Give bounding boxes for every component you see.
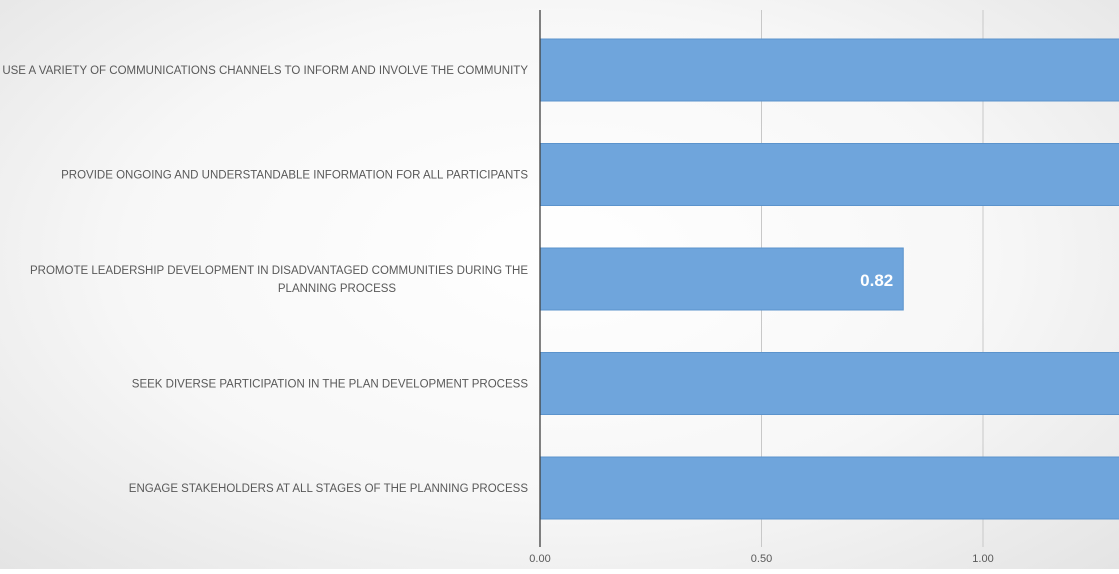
bar	[540, 248, 903, 310]
category-label-line: USE A VARIETY OF COMMUNICATIONS CHANNELS…	[2, 65, 528, 77]
category-labels: USE A VARIETY OF COMMUNICATIONS CHANNELS…	[2, 65, 528, 495]
category-label: PROMOTE LEADERSHIP DEVELOPMENT IN DISADV…	[30, 265, 528, 295]
category-label-line: PROMOTE LEADERSHIP DEVELOPMENT IN DISADV…	[30, 265, 528, 277]
category-label-line: SEEK DIVERSE PARTICIPATION IN THE PLAN D…	[132, 379, 529, 391]
category-label-line: PLANNING PROCESS	[278, 283, 397, 295]
x-tick-label: 0.50	[751, 553, 772, 565]
x-tick-label: 1.00	[972, 553, 993, 565]
data-label: 0.82	[860, 271, 893, 290]
bar	[540, 144, 1119, 206]
x-axis-tick-labels: 0.000.501.001.502.002.50	[529, 553, 1119, 565]
bar	[540, 353, 1119, 415]
category-label: SEEK DIVERSE PARTICIPATION IN THE PLAN D…	[132, 379, 529, 391]
bar	[540, 39, 1119, 101]
category-label: PROVIDE ONGOING AND UNDERSTANDABLE INFOR…	[61, 170, 528, 182]
category-label: ENGAGE STAKEHOLDERS AT ALL STAGES OF THE…	[129, 483, 529, 495]
bar	[540, 457, 1119, 519]
x-tick-label: 0.00	[529, 553, 550, 565]
category-label-line: PROVIDE ONGOING AND UNDERSTANDABLE INFOR…	[61, 170, 528, 182]
bars	[540, 39, 1119, 519]
category-label: USE A VARIETY OF COMMUNICATIONS CHANNELS…	[2, 65, 528, 77]
category-label-line: ENGAGE STAKEHOLDERS AT ALL STAGES OF THE…	[129, 483, 529, 495]
